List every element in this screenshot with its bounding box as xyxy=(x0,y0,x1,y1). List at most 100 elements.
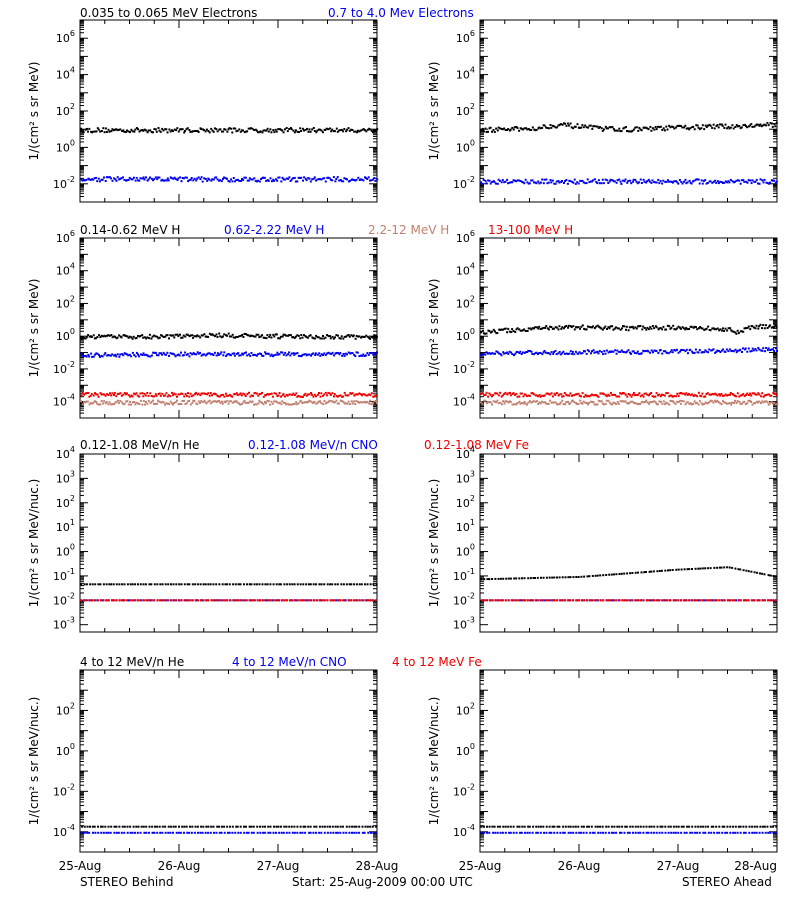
data-point xyxy=(96,336,99,339)
data-point xyxy=(507,401,510,404)
data-point xyxy=(631,180,634,183)
data-point xyxy=(228,393,231,396)
data-point xyxy=(227,831,229,834)
data-point xyxy=(483,394,486,397)
data-point xyxy=(645,571,647,573)
data-point xyxy=(84,337,87,340)
data-point xyxy=(755,324,758,327)
data-point xyxy=(350,334,353,337)
data-point xyxy=(141,392,144,395)
data-point xyxy=(277,353,280,356)
data-point xyxy=(312,395,315,398)
data-point xyxy=(262,395,265,398)
data-point xyxy=(187,180,190,183)
data-point xyxy=(283,599,286,602)
data-point xyxy=(289,334,292,337)
data-point xyxy=(196,177,199,180)
data-point xyxy=(494,330,496,333)
data-point xyxy=(358,355,361,358)
data-point xyxy=(688,328,691,330)
data-point xyxy=(696,599,698,602)
y-tick-label: 10-2 xyxy=(453,175,475,191)
data-point xyxy=(225,394,228,397)
data-point xyxy=(126,825,129,828)
data-point xyxy=(340,335,343,338)
data-point xyxy=(158,352,161,355)
data-point xyxy=(339,394,342,397)
data-point xyxy=(589,599,592,602)
data-point xyxy=(103,400,106,403)
data-point xyxy=(218,395,220,398)
data-point xyxy=(265,129,268,132)
data-point xyxy=(102,599,105,602)
data-point xyxy=(100,400,103,402)
data-point xyxy=(275,583,278,586)
data-point xyxy=(683,126,686,129)
data-point xyxy=(345,583,348,586)
y-tick-label: 10-4 xyxy=(453,393,475,409)
data-point xyxy=(111,353,114,356)
data-point xyxy=(685,348,688,351)
data-point xyxy=(355,351,358,354)
data-point xyxy=(653,400,656,403)
data-point xyxy=(265,402,267,405)
data-point xyxy=(602,182,605,185)
data-point xyxy=(112,129,115,132)
data-point xyxy=(734,399,736,402)
data-point xyxy=(707,325,710,328)
data-point xyxy=(173,336,176,339)
data-point xyxy=(721,394,724,397)
data-point xyxy=(243,352,246,355)
data-point xyxy=(740,126,743,129)
data-point xyxy=(715,350,718,353)
data-point xyxy=(96,352,99,355)
data-point xyxy=(553,401,556,404)
data-point xyxy=(288,825,291,828)
data-point xyxy=(593,351,596,354)
data-point xyxy=(651,395,654,398)
data-point xyxy=(575,599,578,602)
data-point xyxy=(249,395,252,398)
data-point xyxy=(695,326,697,329)
data-point xyxy=(185,402,188,405)
data-point xyxy=(150,583,153,586)
data-point xyxy=(749,179,752,182)
data-point xyxy=(720,403,723,406)
data-point xyxy=(193,400,196,402)
data-point xyxy=(655,392,658,395)
data-point xyxy=(732,393,735,396)
data-point xyxy=(538,182,541,185)
data-point xyxy=(250,825,253,828)
data-point xyxy=(582,181,585,184)
data-point xyxy=(162,336,165,338)
data-point xyxy=(331,351,334,354)
data-point xyxy=(491,403,493,406)
data-point xyxy=(264,129,267,132)
data-point xyxy=(513,126,516,129)
data-point xyxy=(307,336,309,339)
data-point xyxy=(296,583,299,586)
y-tick-label: 104 xyxy=(56,66,75,82)
data-point xyxy=(648,394,650,397)
data-point xyxy=(531,392,534,394)
data-point xyxy=(704,124,707,127)
data-point xyxy=(312,402,315,404)
data-point xyxy=(114,401,117,404)
data-point xyxy=(335,831,338,834)
data-point xyxy=(553,327,555,330)
data-point xyxy=(375,831,378,834)
data-point xyxy=(308,353,311,356)
data-point xyxy=(509,577,512,580)
data-point xyxy=(91,355,94,358)
data-point xyxy=(316,393,319,396)
data-point xyxy=(300,176,303,179)
data-point xyxy=(586,178,589,181)
data-point xyxy=(673,395,676,398)
data-point xyxy=(358,583,361,586)
data-point xyxy=(83,825,86,828)
data-point xyxy=(570,126,573,129)
data-point xyxy=(602,574,605,577)
data-point xyxy=(259,392,262,395)
data-point xyxy=(631,599,634,602)
data-point xyxy=(135,392,138,395)
